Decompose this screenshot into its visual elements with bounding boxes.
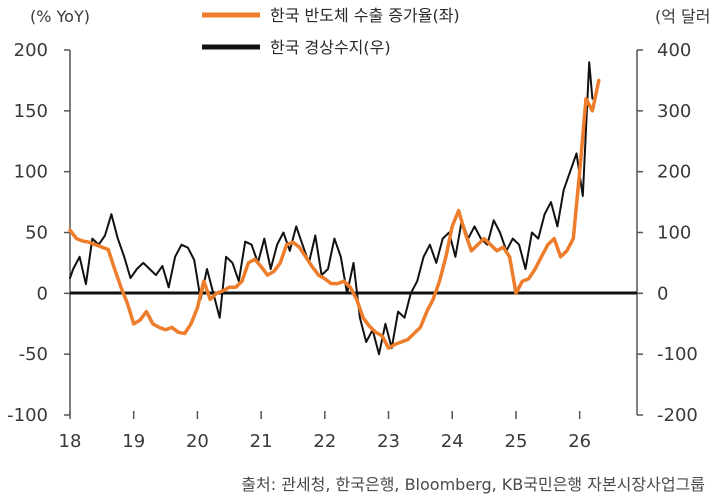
- right-tick-label: 400: [657, 40, 691, 61]
- series-layer: [68, 61, 601, 356]
- right-tick-label: 300: [657, 101, 691, 122]
- legend-label-current-account: 한국 경상수지(우): [270, 38, 391, 57]
- legend: 한국 반도체 수출 증가율(좌) 한국 경상수지(우): [202, 6, 460, 57]
- left-tick-label: 100: [14, 162, 48, 183]
- x-axis-ticks: 18 19 20 21 22 23 24 25 26: [59, 411, 591, 452]
- legend-label-export-growth: 한국 반도체 수출 증가율(좌): [270, 6, 460, 25]
- right-tick-label: 100: [657, 223, 691, 244]
- x-tick-label: 26: [568, 431, 591, 452]
- series-line-current-account: [69, 61, 594, 356]
- right-tick-label: 0: [657, 283, 668, 304]
- x-tick-label: 21: [250, 431, 273, 452]
- left-tick-label: -50: [19, 344, 48, 365]
- x-tick-label: 25: [505, 431, 528, 452]
- right-tick-label: 200: [657, 162, 691, 183]
- left-tick-label: 0: [37, 283, 48, 304]
- left-tick-label: 200: [14, 40, 48, 61]
- left-axis-unit: (% YoY): [30, 7, 90, 26]
- x-tick-label: 22: [313, 431, 336, 452]
- x-tick-label: 20: [186, 431, 209, 452]
- right-tick-label: -200: [657, 405, 698, 426]
- x-tick-label: 19: [122, 431, 145, 452]
- series-line-export-growth: [68, 78, 601, 350]
- x-tick-label: 18: [59, 431, 82, 452]
- left-tick-label: 50: [25, 223, 48, 244]
- source-note: 출처: 관세청, 한국은행, Bloomberg, KB국민은행 자본시장사업그…: [241, 475, 705, 494]
- right-axis-ticks: 400 300 200 100 0 -100 -200: [637, 40, 698, 426]
- x-tick-label: 23: [377, 431, 400, 452]
- left-tick-label: -100: [7, 405, 48, 426]
- left-axis-ticks: 200 150 100 50 0 -50 -100: [7, 40, 70, 426]
- x-tick-label: 24: [441, 431, 464, 452]
- right-tick-label: -100: [657, 344, 698, 365]
- right-axis-unit: (억 달러): [655, 7, 709, 26]
- left-tick-label: 150: [14, 101, 48, 122]
